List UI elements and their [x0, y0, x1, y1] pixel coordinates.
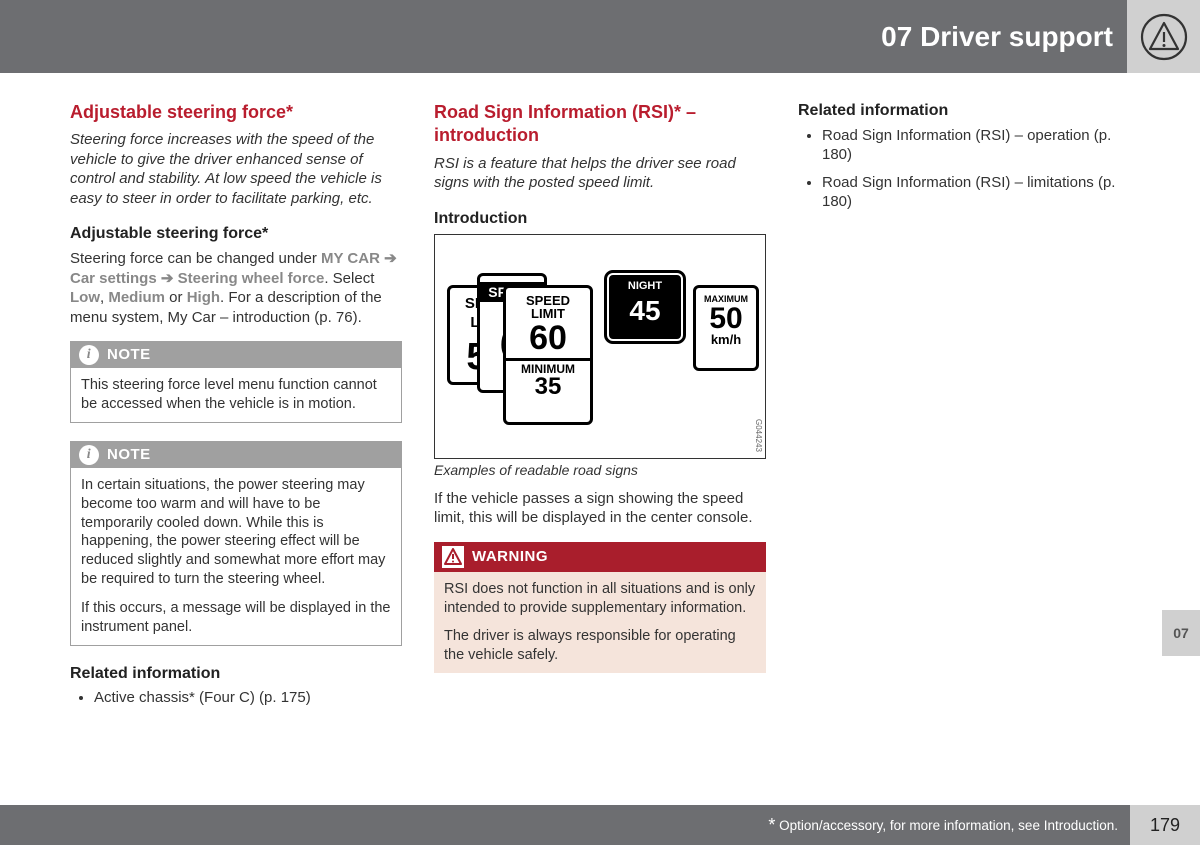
- sign-text: km/h: [696, 332, 756, 349]
- menu-path: MY CAR: [321, 250, 380, 267]
- sign-maximum-50: MAXIMUM 50 km/h: [693, 285, 759, 371]
- column-3: Related information Road Sign Informatio…: [798, 101, 1130, 716]
- arrow-icon: ➔: [384, 250, 397, 267]
- list-item: Road Sign Information (RSI) – limitation…: [822, 173, 1130, 212]
- note-body: This steering force level menu function …: [71, 368, 401, 422]
- sign-text: SPEED: [510, 294, 586, 308]
- footer-bar: * Option/accessory, for more information…: [0, 805, 1200, 845]
- list-item: Active chassis* (Four C) (p. 175): [94, 688, 402, 708]
- note-text: In certain situations, the power steerin…: [81, 476, 391, 589]
- note-header: i NOTE: [71, 342, 401, 368]
- footer-note: * Option/accessory, for more information…: [768, 815, 1118, 836]
- note-header: i NOTE: [71, 442, 401, 468]
- list-item: Road Sign Information (RSI) – operation …: [822, 126, 1130, 165]
- asterisk: *: [768, 815, 775, 835]
- text: or: [165, 289, 187, 306]
- col2-heading: Road Sign Information (RSI)* – introduct…: [434, 101, 766, 148]
- warning-box: WARNING RSI does not function in all sit…: [434, 542, 766, 673]
- note-label: NOTE: [107, 345, 151, 365]
- figure-caption: Examples of readable road signs: [434, 461, 766, 479]
- col2-body: If the vehicle passes a sign showing the…: [434, 489, 766, 528]
- warning-header: WARNING: [434, 542, 766, 572]
- text: . Select: [324, 270, 374, 287]
- chapter-icon-box: [1127, 0, 1200, 73]
- chapter-title: 07 Driver support: [881, 21, 1113, 53]
- sign-night-45: NIGHT 45: [607, 273, 683, 341]
- warning-text: RSI does not function in all situations …: [444, 580, 756, 618]
- info-icon: i: [79, 445, 99, 465]
- related-info-heading: Related information: [798, 101, 1130, 122]
- chapter-side-tab: 07: [1162, 610, 1200, 656]
- warning-triangle-icon: [1140, 13, 1188, 61]
- col1-subheading: Adjustable steering force*: [70, 224, 402, 245]
- col1-body: Steering force can be changed under MY C…: [70, 249, 402, 327]
- menu-path: Steering wheel force: [178, 270, 325, 287]
- note-text: If this occurs, a message will be displa…: [81, 599, 391, 637]
- footer-note-text: Option/accessory, for more information, …: [779, 818, 1118, 833]
- sign-text: NIGHT: [609, 279, 681, 293]
- col2-subheading: Introduction: [434, 209, 766, 230]
- related-list: Active chassis* (Four C) (p. 175): [70, 688, 402, 708]
- note-label: NOTE: [107, 445, 151, 465]
- note-box-2: i NOTE In certain situations, the power …: [70, 441, 402, 646]
- column-1: Adjustable steering force* Steering forc…: [70, 101, 402, 716]
- sign-number: 45: [609, 293, 681, 329]
- col2-intro: RSI is a feature that helps the driver s…: [434, 154, 766, 193]
- option-medium: Medium: [108, 289, 165, 306]
- related-info-heading: Related information: [70, 664, 402, 685]
- road-signs-figure: SPI LI 5 SPEED L 6 SPEED LIMIT 60 MINIMU…: [434, 234, 766, 459]
- col1-intro: Steering force increases with the speed …: [70, 130, 402, 208]
- menu-path: Car settings: [70, 270, 157, 287]
- related-list: Road Sign Information (RSI) – operation …: [798, 126, 1130, 212]
- warning-body: RSI does not function in all situations …: [434, 572, 766, 673]
- note-box-1: i NOTE This steering force level menu fu…: [70, 341, 402, 423]
- note-text: This steering force level menu function …: [81, 376, 391, 414]
- warning-icon: [442, 546, 464, 568]
- header-bar: 07 Driver support: [0, 0, 1200, 73]
- note-body: In certain situations, the power steerin…: [71, 468, 401, 645]
- info-icon: i: [79, 345, 99, 365]
- sign-number: 60: [510, 321, 586, 355]
- sign-number: 50: [696, 305, 756, 332]
- sign-number: 35: [510, 375, 586, 399]
- image-code: G044243: [753, 419, 763, 452]
- page-number: 179: [1130, 805, 1200, 845]
- col1-heading: Adjustable steering force*: [70, 101, 402, 124]
- warning-text: The driver is always responsible for ope…: [444, 627, 756, 665]
- text: Steering force can be changed under: [70, 250, 321, 267]
- column-2: Road Sign Information (RSI)* – introduct…: [434, 101, 766, 716]
- arrow-icon: ➔: [161, 270, 174, 287]
- page-content: Adjustable steering force* Steering forc…: [0, 73, 1200, 716]
- sign-speed-limit-60-min-35: SPEED LIMIT 60 MINIMUM 35: [503, 285, 593, 425]
- option-low: Low: [70, 289, 100, 306]
- warning-label: WARNING: [472, 547, 548, 567]
- option-high: High: [187, 289, 220, 306]
